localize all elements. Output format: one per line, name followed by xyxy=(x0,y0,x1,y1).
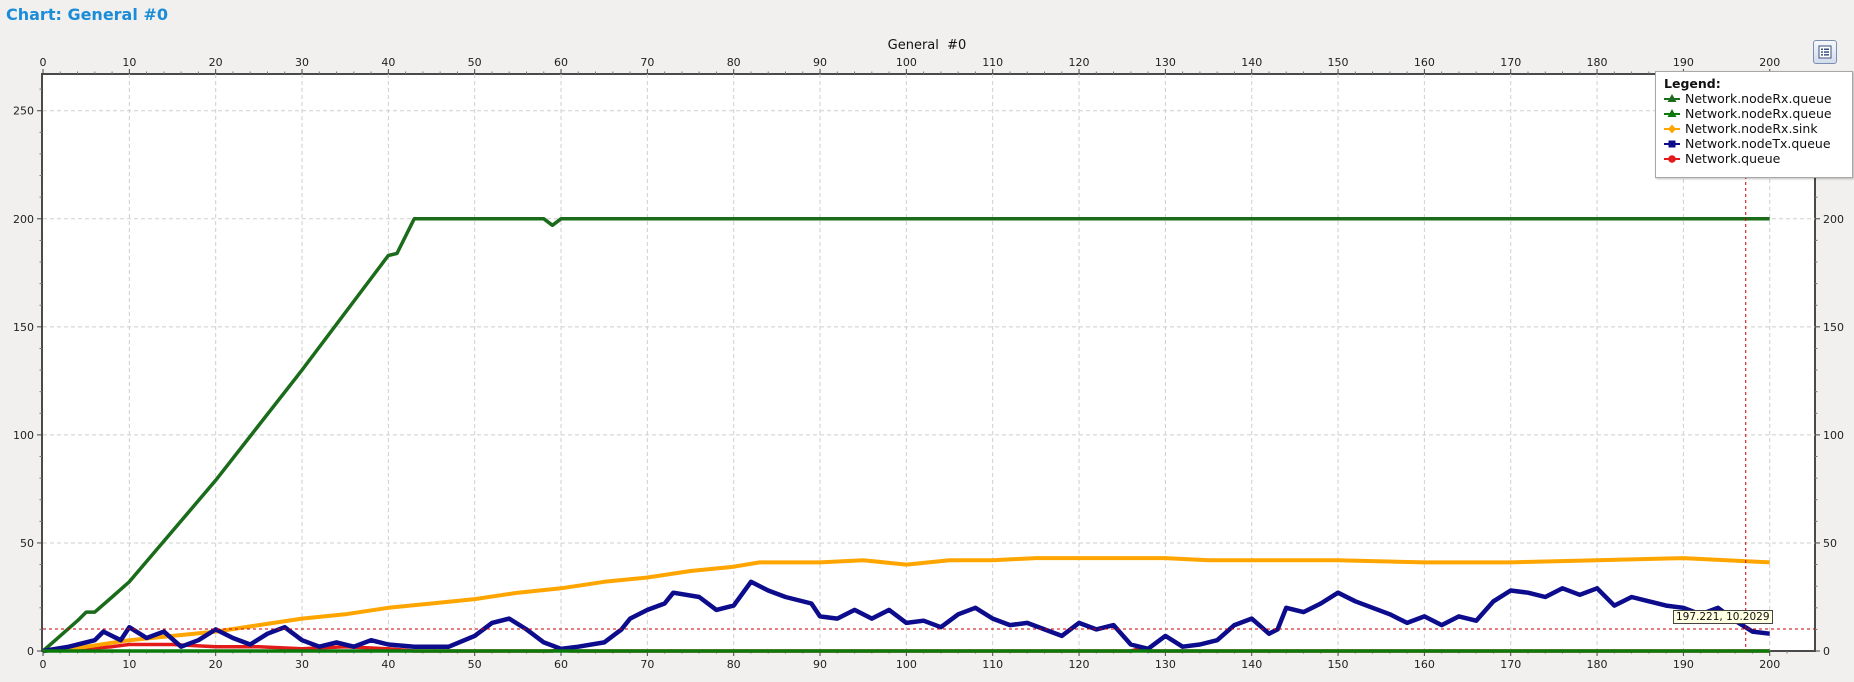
y-tick-label-right: 50 xyxy=(1823,537,1837,550)
triangle-marker-icon xyxy=(1664,109,1680,117)
y-tick-label-left: 200 xyxy=(13,213,34,226)
legend-item-label: Network.nodeRx.queue xyxy=(1685,91,1832,106)
x-tick-label-top: 70 xyxy=(640,56,654,69)
legend-item-label: Network.nodeRx.queue xyxy=(1685,106,1832,121)
x-tick-label-bottom: 0 xyxy=(40,658,47,671)
chart-options-button[interactable] xyxy=(1813,40,1837,64)
x-tick-label-bottom: 80 xyxy=(727,658,741,671)
x-tick-label-top: 10 xyxy=(122,56,136,69)
series-0 xyxy=(41,217,1770,653)
x-tick-label-bottom: 50 xyxy=(468,658,482,671)
x-tick-label-top: 110 xyxy=(982,56,1003,69)
legend-item-label: Network.queue xyxy=(1685,151,1781,166)
list-icon xyxy=(1818,45,1832,59)
x-tick-label-top: 20 xyxy=(209,56,223,69)
crosshair-value-label: 197.221, 10.2029 xyxy=(1673,610,1773,624)
x-tick-label-top: 150 xyxy=(1328,56,1349,69)
x-tick-label-top: 120 xyxy=(1069,56,1090,69)
x-tick-label-top: 90 xyxy=(813,56,827,69)
plot-background xyxy=(41,73,1816,652)
x-tick-label-bottom: 20 xyxy=(209,658,223,671)
x-tick-label-top: 40 xyxy=(381,56,395,69)
x-tick-label-bottom: 140 xyxy=(1241,658,1262,671)
series-3 xyxy=(42,579,1770,654)
x-tick-label-bottom: 160 xyxy=(1414,658,1435,671)
legend[interactable]: Legend: Network.nodeRx.queue Network.nod… xyxy=(1655,71,1853,178)
x-tick-label-bottom: 110 xyxy=(982,658,1003,671)
x-tick-label-top: 170 xyxy=(1500,56,1521,69)
series-2 xyxy=(42,556,1770,653)
x-tick-label-bottom: 10 xyxy=(122,658,136,671)
x-tick-label-top: 160 xyxy=(1414,56,1435,69)
x-tick-label-bottom: 180 xyxy=(1587,658,1608,671)
grid-lines xyxy=(43,74,1815,651)
x-tick-label-bottom: 120 xyxy=(1069,658,1090,671)
x-tick-label-top: 60 xyxy=(554,56,568,69)
x-tick-label-top: 30 xyxy=(295,56,309,69)
series-group xyxy=(41,217,1770,654)
y-tick-label-right: 200 xyxy=(1823,213,1844,226)
x-tick-label-bottom: 100 xyxy=(896,658,917,671)
y-tick-label-right: 100 xyxy=(1823,429,1844,442)
x-tick-label-bottom: 70 xyxy=(640,658,654,671)
square-marker-icon xyxy=(1664,140,1680,148)
legend-title: Legend: xyxy=(1664,76,1721,91)
series-line xyxy=(41,217,1770,653)
chart-window-title: Chart: General #0 xyxy=(6,5,168,24)
x-tick-label-bottom: 150 xyxy=(1328,658,1349,671)
legend-item-label: Network.nodeTx.queue xyxy=(1685,136,1831,151)
y-tick-label-right: 0 xyxy=(1823,645,1830,658)
x-tick-label-top: 130 xyxy=(1155,56,1176,69)
x-tick-label-top: 190 xyxy=(1673,56,1694,69)
x-tick-label-bottom: 170 xyxy=(1500,658,1521,671)
y-tick-label-left: 250 xyxy=(13,105,34,118)
x-tick-label-bottom: 40 xyxy=(381,658,395,671)
series-line xyxy=(42,556,1770,653)
x-tick-label-bottom: 200 xyxy=(1759,658,1780,671)
x-tick-label-top: 50 xyxy=(468,56,482,69)
x-tick-label-top: 80 xyxy=(727,56,741,69)
legend-item-label: Network.nodeRx.sink xyxy=(1685,121,1818,136)
y-tick-label-right: 150 xyxy=(1823,321,1844,334)
y-tick-label-left: 0 xyxy=(27,645,34,658)
x-tick-label-bottom: 30 xyxy=(295,658,309,671)
triangle-marker-icon xyxy=(1664,94,1680,102)
x-tick-label-bottom: 60 xyxy=(554,658,568,671)
series-line xyxy=(42,579,1770,654)
x-tick-label-top: 200 xyxy=(1759,56,1780,69)
y-tick-label-left: 150 xyxy=(13,321,34,334)
x-tick-label-top: 180 xyxy=(1587,56,1608,69)
y-tick-label-left: 50 xyxy=(20,537,34,550)
x-tick-label-bottom: 90 xyxy=(813,658,827,671)
x-tick-label-top: 140 xyxy=(1241,56,1262,69)
circle-marker-icon xyxy=(1664,155,1680,163)
y-tick-label-left: 100 xyxy=(13,429,34,442)
x-tick-label-bottom: 190 xyxy=(1673,658,1694,671)
x-tick-label-top: 100 xyxy=(896,56,917,69)
x-tick-label-bottom: 130 xyxy=(1155,658,1176,671)
diamond-marker-icon xyxy=(1664,124,1680,134)
x-tick-label-top: 0 xyxy=(40,56,47,69)
chart-title: General #0 xyxy=(888,38,967,53)
